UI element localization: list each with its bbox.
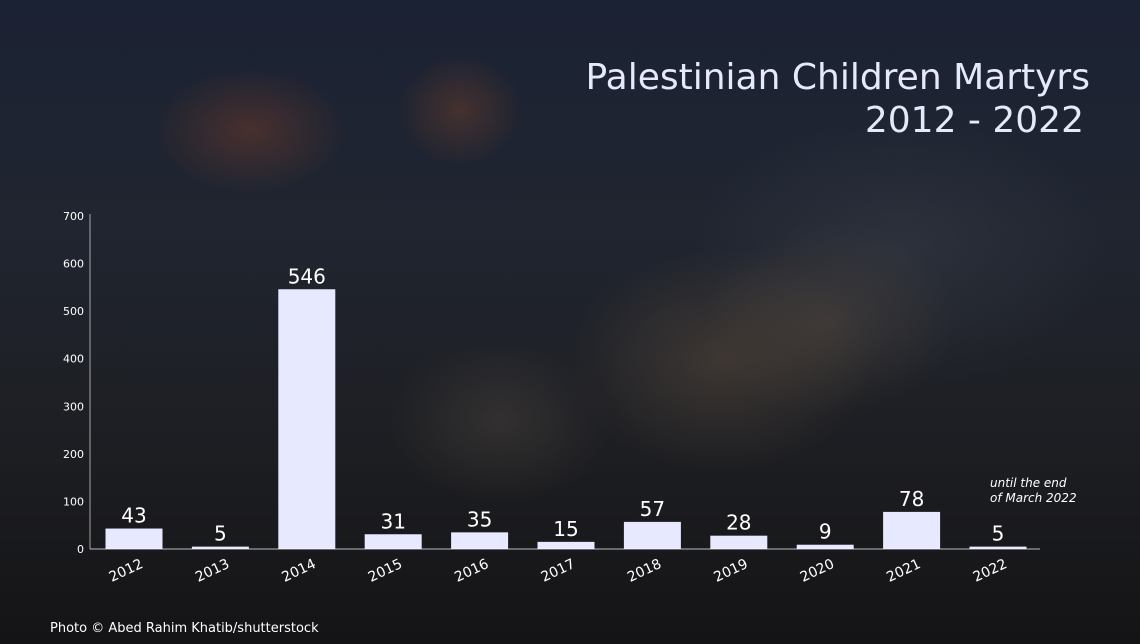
- x-tick-label-2017: 2017: [539, 556, 578, 586]
- y-axis: 0 100 200 300 400 500 600 700: [63, 210, 91, 556]
- y-tick-label: 0: [77, 543, 84, 556]
- x-tick-label-2012: 2012: [107, 556, 146, 586]
- annotation-line1: until the end: [990, 476, 1067, 490]
- x-tick-label-2019: 2019: [711, 556, 750, 586]
- bar-2021: [883, 511, 941, 549]
- chart-title-line1: Palestinian Children Martyrs: [585, 57, 1090, 98]
- bar-2014: [278, 289, 336, 549]
- data-label-2012: 43: [121, 504, 146, 528]
- y-tick-label: 300: [63, 400, 84, 413]
- x-tick-label-2022: 2022: [971, 556, 1010, 586]
- bar-2015: [364, 534, 422, 549]
- chart-annotation: until the end of March 2022: [990, 476, 1100, 506]
- chart-title-line2: 2012 - 2022: [864, 100, 1084, 141]
- y-tick-label: 600: [63, 258, 84, 271]
- x-tick-label-2021: 2021: [884, 556, 923, 586]
- bar-2018: [623, 521, 681, 549]
- y-tick-label: 700: [63, 210, 84, 223]
- y-tick-label: 400: [63, 353, 84, 366]
- data-label-2014: 546: [288, 264, 326, 288]
- photo-credit: Photo © Abed Rahim Khatib/shutterstock: [50, 621, 319, 636]
- bars: [105, 289, 1027, 549]
- bar-2016: [451, 532, 509, 549]
- data-label-2018: 57: [640, 497, 665, 521]
- x-tick-label-2014: 2014: [279, 556, 318, 586]
- data-label-2016: 35: [467, 507, 492, 531]
- y-tick-label: 100: [63, 495, 84, 508]
- data-labels: 43 5 546 31 35 15 57 28 9 78 5: [121, 264, 1004, 545]
- bar-2022: [969, 546, 1027, 549]
- x-tick-label-2020: 2020: [798, 556, 837, 586]
- bar-2019: [710, 535, 768, 549]
- data-label-2022: 5: [992, 522, 1005, 546]
- x-tick-label-2016: 2016: [452, 556, 491, 586]
- y-tick-label: 500: [63, 305, 84, 318]
- x-axis: 2012 2013 2014 2015 2016 2017 2018 2019 2020 2021…: [90, 548, 1040, 586]
- x-tick-label-2018: 2018: [625, 556, 664, 586]
- bar-2020: [796, 544, 854, 549]
- data-label-2013: 5: [214, 522, 227, 546]
- bar-2017: [537, 541, 595, 549]
- annotation-line2: of March 2022: [990, 491, 1077, 505]
- chart-title: Palestinian Children Martyrs 2012 - 2022: [490, 56, 1090, 142]
- data-label-2019: 28: [726, 511, 751, 535]
- data-label-2020: 9: [819, 520, 832, 544]
- bar-2013: [191, 546, 249, 549]
- x-tick-label-2013: 2013: [193, 556, 232, 586]
- y-tick-label: 200: [63, 448, 84, 461]
- data-label-2017: 15: [553, 517, 578, 541]
- x-tick-label-2015: 2015: [366, 556, 405, 586]
- bar-2012: [105, 528, 163, 549]
- data-label-2021: 78: [899, 487, 924, 511]
- data-label-2015: 31: [380, 509, 405, 533]
